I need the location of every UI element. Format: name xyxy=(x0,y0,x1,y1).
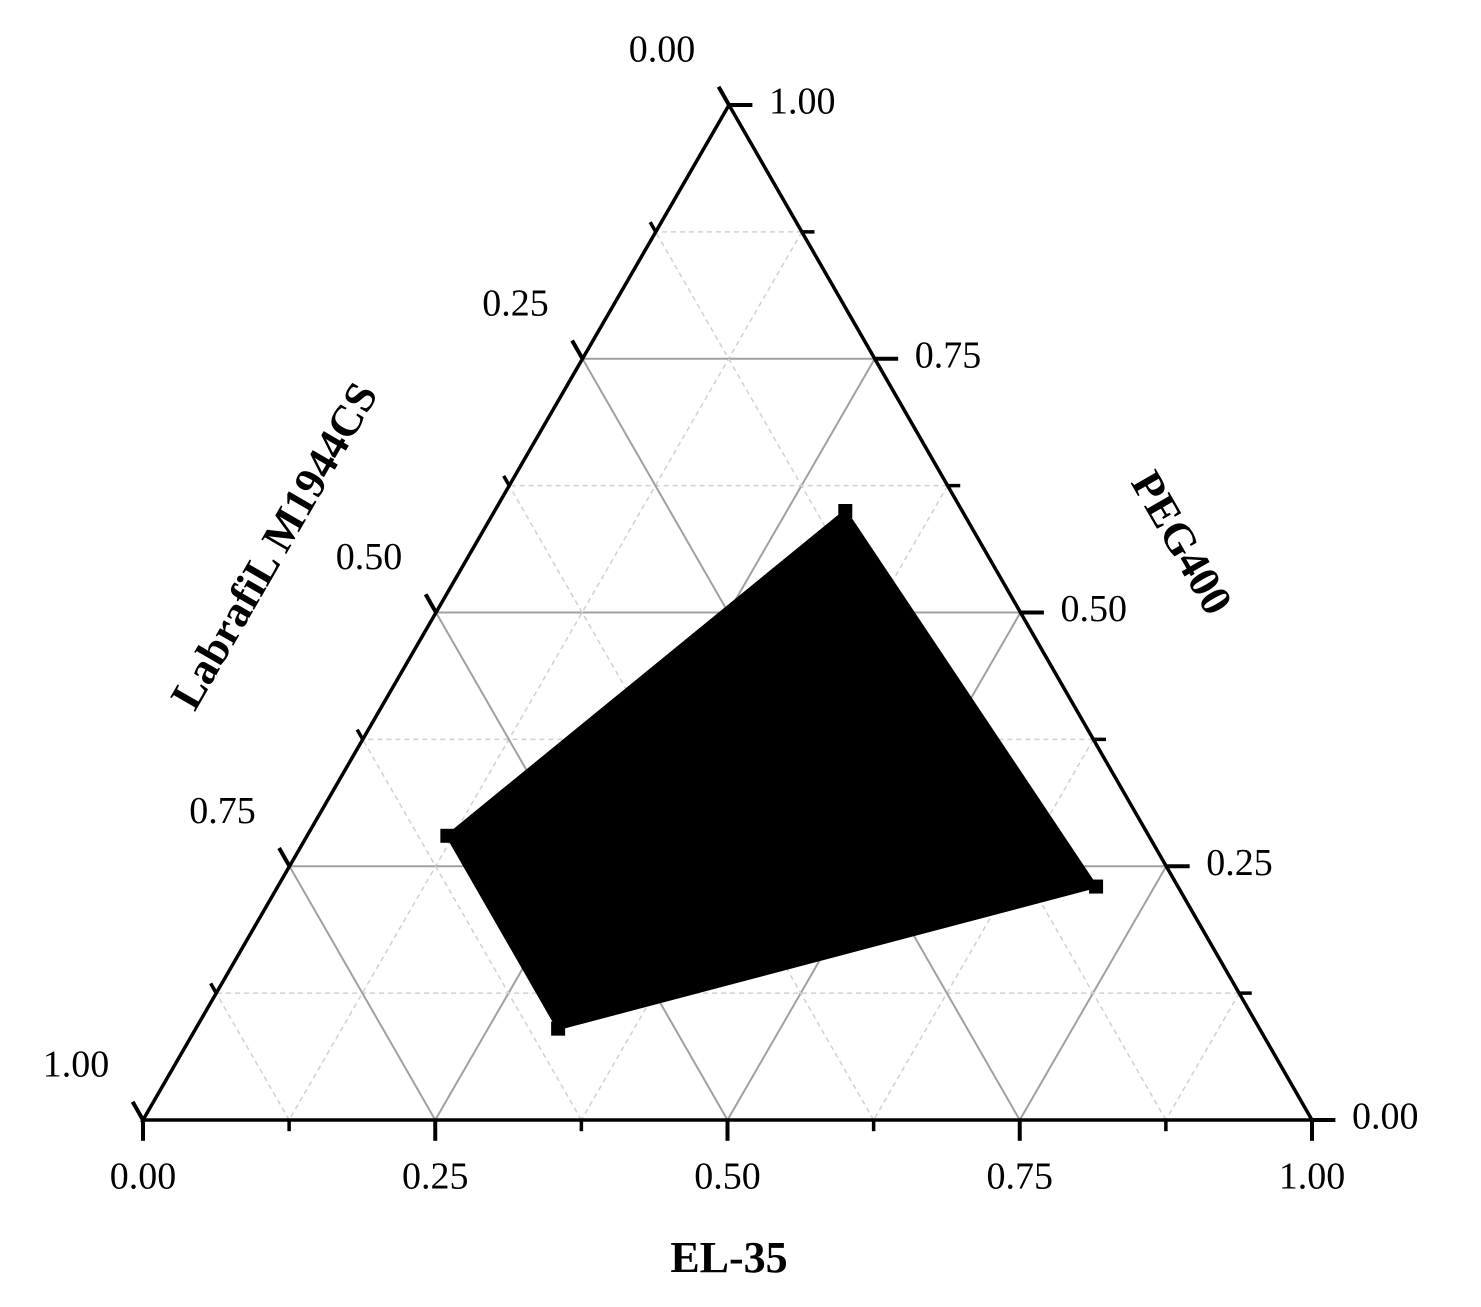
tick-label: 0.75 xyxy=(987,1156,1054,1198)
tick-label: 0.00 xyxy=(1352,1096,1419,1138)
axis-title-a: EL-35 xyxy=(670,1233,787,1282)
minor-tick xyxy=(355,728,365,741)
tick-label: 0.75 xyxy=(189,790,256,832)
minor-tick xyxy=(502,474,511,487)
tick-label: 1.00 xyxy=(1279,1156,1346,1198)
major-grid-line xyxy=(288,865,437,1121)
vertex-marker xyxy=(838,504,853,518)
minor-grid-line xyxy=(872,739,1095,1121)
major-tick xyxy=(277,847,292,868)
vertex-marker xyxy=(440,828,455,843)
minor-tick xyxy=(209,982,218,994)
vertex-marker xyxy=(551,1021,566,1036)
major-tick xyxy=(570,339,585,360)
major-tick xyxy=(130,1100,145,1121)
tick-label: 0.50 xyxy=(1061,588,1128,630)
minor-grid-line xyxy=(362,739,583,1121)
minor-grid-line xyxy=(215,992,290,1121)
minor-grid-line xyxy=(1165,992,1240,1121)
minor-tick xyxy=(648,221,658,233)
tick-label: 0.50 xyxy=(694,1156,761,1198)
tick-label: 0.75 xyxy=(915,334,982,376)
tick-label: 0.25 xyxy=(1206,842,1273,884)
tick-label: 0.00 xyxy=(629,29,696,71)
tick-label: 1.00 xyxy=(43,1044,110,1086)
tick-label: 0.50 xyxy=(336,536,403,578)
major-tick xyxy=(423,593,438,614)
tick-label: 0.25 xyxy=(402,1156,469,1198)
tick-label: 1.00 xyxy=(769,81,836,123)
region xyxy=(445,508,1099,1031)
major-tick xyxy=(716,85,731,106)
axis-title-b: PEG400 xyxy=(1121,463,1242,623)
tick-label: 0.25 xyxy=(482,282,549,324)
vertex-marker xyxy=(1089,879,1104,894)
minor-grid-line xyxy=(508,485,875,1121)
tick-label: 0.00 xyxy=(110,1156,177,1198)
